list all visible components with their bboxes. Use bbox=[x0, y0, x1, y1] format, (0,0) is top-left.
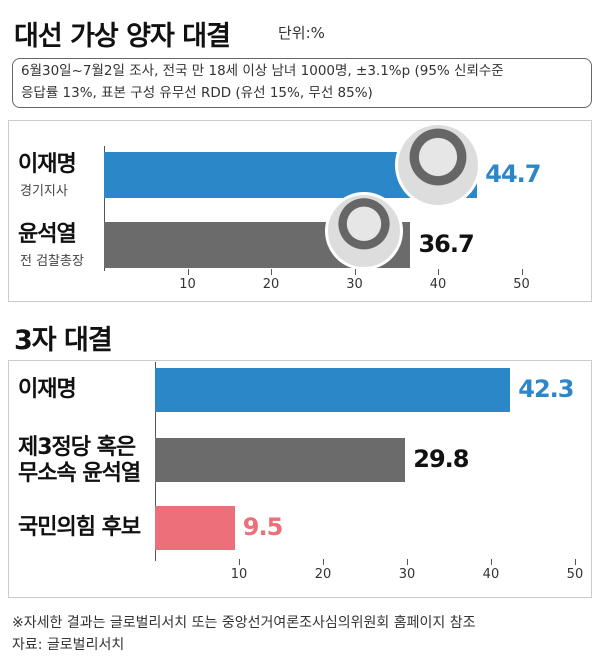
category-label: 윤석열 bbox=[18, 222, 77, 247]
value-label: 9.5 bbox=[242, 513, 284, 541]
bar bbox=[155, 438, 406, 482]
unit-label: 단위:% bbox=[278, 24, 325, 42]
x-tick-label: 20 bbox=[262, 277, 280, 292]
category-label: 이재명 bbox=[18, 377, 77, 402]
chart-panel bbox=[8, 360, 592, 598]
tick-mark bbox=[322, 559, 324, 565]
tick-mark bbox=[354, 269, 356, 275]
tick-mark bbox=[490, 559, 492, 565]
portrait bbox=[325, 192, 403, 270]
tick-mark bbox=[521, 269, 523, 275]
note-line: 6월30일~7월2일 조사, 전국 만 18세 이상 남녀 1000명, ±3.… bbox=[21, 63, 504, 79]
portrait bbox=[395, 122, 481, 208]
tick-mark bbox=[238, 559, 240, 565]
tick-mark bbox=[187, 269, 189, 275]
category-sublabel: 전 검찰총장 bbox=[20, 254, 84, 269]
x-tick-label: 20 bbox=[314, 567, 332, 582]
chart-title: 3자 대결 bbox=[14, 325, 113, 356]
category-label: 이재명 bbox=[18, 152, 77, 177]
tick-mark bbox=[574, 559, 576, 565]
tick-mark bbox=[438, 269, 440, 275]
x-tick-label: 50 bbox=[566, 567, 584, 582]
source: 자료: 글로벌리서치 bbox=[12, 637, 125, 653]
value-label: 44.7 bbox=[485, 160, 541, 188]
tick-mark bbox=[271, 269, 273, 275]
x-tick-label: 10 bbox=[230, 567, 248, 582]
x-tick-label: 50 bbox=[513, 277, 530, 292]
value-label: 36.7 bbox=[418, 230, 474, 258]
x-tick-label: 10 bbox=[179, 277, 196, 292]
bar bbox=[155, 368, 511, 412]
survey-note: 6월30일~7월2일 조사, 전국 만 18세 이상 남녀 1000명, ±3.… bbox=[12, 58, 592, 108]
category-label: 국민의힘 후보 bbox=[18, 515, 141, 540]
chart-title: 대선 가상 양자 대결 bbox=[14, 21, 231, 52]
value-label: 29.8 bbox=[413, 445, 469, 473]
value-label: 42.3 bbox=[518, 375, 574, 403]
x-tick-label: 40 bbox=[482, 567, 500, 582]
value-axis bbox=[104, 146, 105, 271]
note-line: 응답률 13%, 표본 구성 유무선 RDD (유선 15%, 무선 85%) bbox=[21, 85, 373, 101]
tick-mark bbox=[406, 559, 408, 565]
x-tick-label: 40 bbox=[429, 277, 447, 292]
category-label: 제3정당 혹은 무소속 윤석열 bbox=[18, 435, 141, 486]
bar bbox=[155, 506, 235, 550]
chart-panel bbox=[8, 120, 592, 302]
x-tick-label: 30 bbox=[346, 277, 363, 292]
x-tick-label: 30 bbox=[398, 567, 416, 582]
footnote: ※자세한 결과는 글로벌리서치 또는 중앙선거여론조사심의위원회 홈페이지 참조 bbox=[12, 615, 476, 631]
category-sublabel: 경기지사 bbox=[20, 184, 68, 199]
